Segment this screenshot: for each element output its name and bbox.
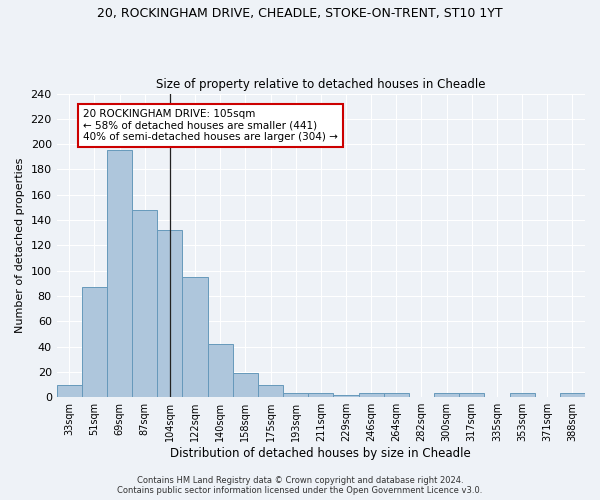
- Bar: [182, 277, 208, 397]
- Title: Size of property relative to detached houses in Cheadle: Size of property relative to detached ho…: [156, 78, 485, 91]
- Text: Contains HM Land Registry data © Crown copyright and database right 2024.
Contai: Contains HM Land Registry data © Crown c…: [118, 476, 482, 495]
- Y-axis label: Number of detached properties: Number of detached properties: [15, 158, 25, 333]
- Bar: [82, 287, 107, 397]
- Bar: [233, 373, 258, 397]
- Bar: [509, 394, 535, 397]
- Bar: [132, 210, 157, 397]
- Bar: [208, 344, 233, 397]
- Bar: [334, 394, 359, 397]
- Bar: [560, 394, 585, 397]
- Bar: [107, 150, 132, 397]
- X-axis label: Distribution of detached houses by size in Cheadle: Distribution of detached houses by size …: [170, 447, 471, 460]
- Bar: [459, 394, 484, 397]
- Bar: [157, 230, 182, 397]
- Bar: [308, 394, 334, 397]
- Text: 20 ROCKINGHAM DRIVE: 105sqm
← 58% of detached houses are smaller (441)
40% of se: 20 ROCKINGHAM DRIVE: 105sqm ← 58% of det…: [83, 108, 338, 142]
- Text: 20, ROCKINGHAM DRIVE, CHEADLE, STOKE-ON-TRENT, ST10 1YT: 20, ROCKINGHAM DRIVE, CHEADLE, STOKE-ON-…: [97, 8, 503, 20]
- Bar: [283, 394, 308, 397]
- Bar: [56, 384, 82, 397]
- Bar: [384, 394, 409, 397]
- Bar: [359, 394, 384, 397]
- Bar: [434, 394, 459, 397]
- Bar: [258, 384, 283, 397]
